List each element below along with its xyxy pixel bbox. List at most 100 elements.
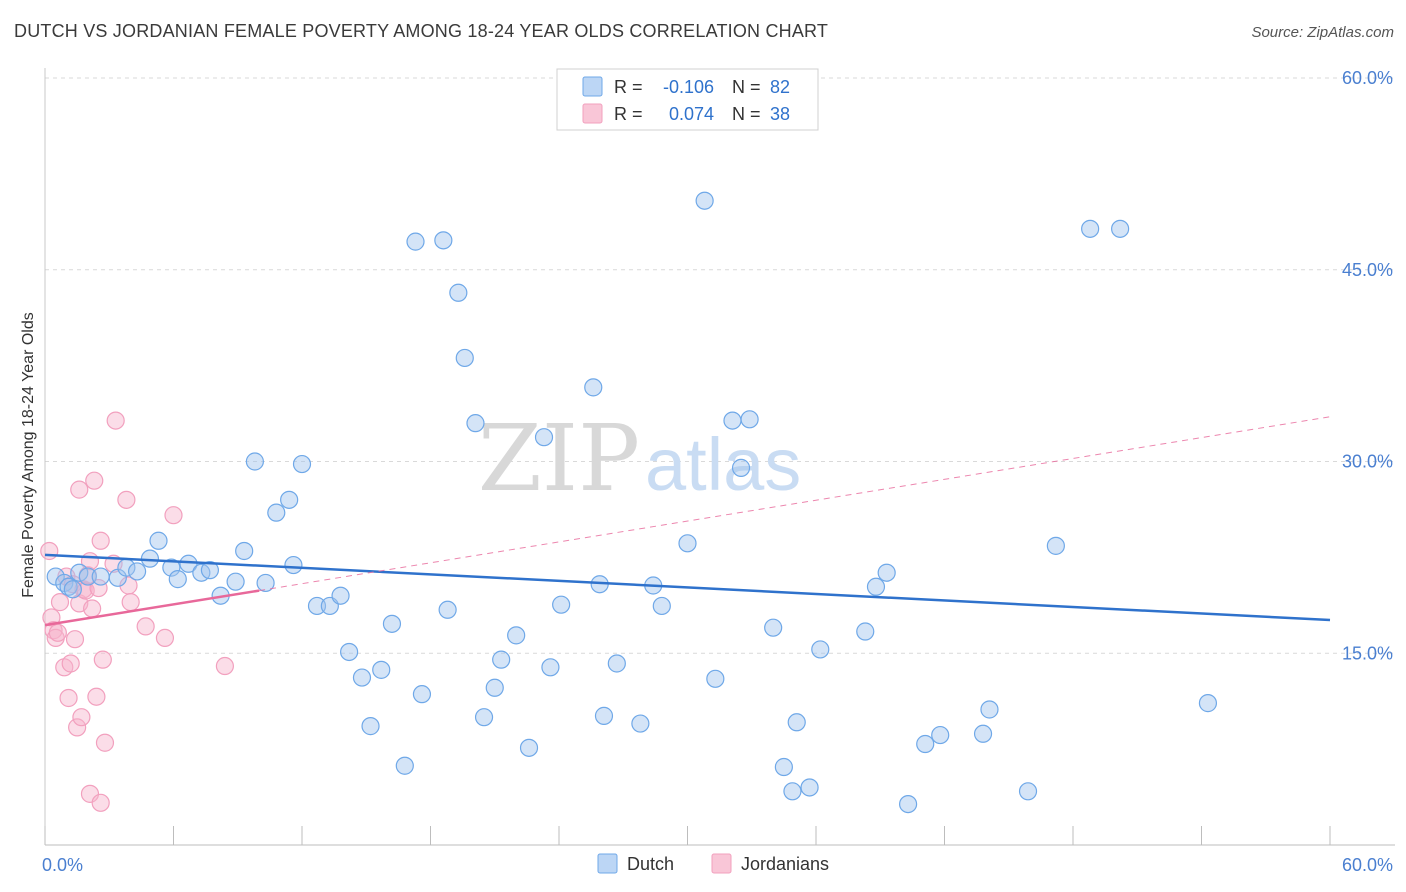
jordanians-point — [61, 654, 80, 673]
watermark-zip: ZIP — [478, 405, 640, 512]
jordanians-trend-extension — [259, 416, 1331, 592]
dutch-point — [245, 452, 264, 471]
dutch-point — [631, 714, 650, 733]
y-tick-label: 60.0% — [1342, 68, 1393, 88]
dutch-point — [466, 414, 485, 433]
dutch-point — [127, 562, 147, 581]
jordanians-point — [155, 628, 175, 648]
dutch-points — [46, 191, 1218, 814]
dutch-point — [1111, 219, 1130, 238]
dutch-point — [200, 561, 220, 580]
legend-jordanians-swatch — [711, 853, 732, 874]
jordanians-point — [48, 623, 67, 642]
dutch-point — [931, 725, 950, 745]
stats-jordanians-r-label: R = — [614, 104, 643, 124]
dutch-point — [474, 708, 494, 727]
dutch-point — [395, 756, 414, 775]
dutch-point — [70, 563, 89, 582]
dutch-point — [91, 567, 110, 586]
dutch-point — [1198, 694, 1218, 713]
dutch-point — [162, 558, 181, 577]
jordanians-point — [117, 490, 136, 509]
jordanians-points — [40, 411, 234, 812]
dutch-point — [78, 567, 97, 586]
dutch-point — [63, 580, 82, 599]
jordanians-point — [164, 506, 183, 525]
x-tick-labels: 0.0% 60.0% — [42, 855, 1393, 875]
stats-dutch-r-label: R = — [614, 77, 643, 97]
dutch-point — [866, 577, 886, 596]
axes — [44, 68, 1395, 846]
dutch-point — [256, 573, 275, 593]
dutch-point — [361, 717, 380, 736]
watermark: ZIP atlas — [478, 405, 801, 512]
legend-dutch-label: Dutch — [627, 854, 674, 874]
dutch-point — [740, 410, 759, 429]
jordanians-point — [89, 578, 108, 598]
jordanians-point — [136, 617, 155, 636]
dutch-point — [898, 794, 918, 814]
dutch-point — [811, 640, 830, 659]
dutch-point — [916, 734, 935, 754]
watermark-atlas: atlas — [645, 423, 801, 506]
dutch-point — [706, 669, 725, 688]
dutch-point — [406, 232, 425, 251]
dutch-point — [331, 586, 350, 605]
dutch-point — [541, 658, 560, 677]
jordanians-point — [93, 650, 112, 669]
dutch-point — [1018, 782, 1038, 801]
dutch-point — [856, 622, 875, 641]
y-tick-labels: 15.0% 30.0% 45.0% 60.0% — [1342, 68, 1393, 663]
y-tick-label: 30.0% — [1342, 452, 1393, 472]
stats-dutch-r-value: -0.106 — [663, 77, 714, 97]
dutch-point — [485, 678, 504, 697]
jordanians-point — [91, 531, 110, 550]
trend-lines — [44, 416, 1331, 627]
legend-dutch-swatch — [597, 853, 618, 874]
jordanians-point — [95, 733, 115, 752]
x-tick-label: 0.0% — [42, 855, 83, 875]
dutch-point — [723, 411, 742, 430]
jordanians-point — [91, 793, 110, 812]
dutch-point — [774, 757, 793, 777]
dutch-point — [877, 563, 896, 582]
series-legend: Dutch Jordanians — [597, 853, 829, 874]
dutch-point — [584, 378, 603, 397]
jordanians-point — [87, 687, 106, 706]
dutch-point — [492, 650, 511, 669]
dutch-point — [1046, 536, 1065, 555]
stats-jordanians-r-value: 0.074 — [669, 104, 714, 124]
chart-title: DUTCH VS JORDANIAN FEMALE POVERTY AMONG … — [14, 21, 829, 41]
dutch-point — [226, 572, 245, 591]
stats-legend: R = -0.106 N = 82 R = 0.074 N = 38 — [556, 68, 819, 131]
dutch-point — [594, 706, 614, 725]
dutch-point — [149, 531, 168, 550]
jordanians-point — [59, 688, 78, 708]
dutch-point — [372, 660, 391, 679]
source-label: Source: ZipAtlas.com — [1251, 24, 1394, 41]
dutch-point — [292, 454, 312, 474]
jordanians-point — [68, 718, 87, 737]
stats-dutch-swatch — [582, 76, 603, 97]
legend-jordanians-label: Jordanians — [741, 854, 829, 874]
jordanians-point — [72, 708, 91, 727]
dutch-point — [507, 626, 526, 645]
x-tick-label: 60.0% — [1342, 855, 1393, 875]
stats-jordanians-swatch — [582, 103, 603, 124]
dutch-point — [455, 348, 474, 368]
dutch-point — [412, 685, 432, 704]
stats-dutch-n-label: N = — [732, 77, 761, 97]
dutch-point — [382, 614, 402, 633]
dutch-point — [1081, 219, 1100, 238]
dutch-point — [307, 596, 327, 616]
dutch-point — [168, 570, 187, 589]
jordanians-point — [70, 480, 89, 499]
y-tick-label: 45.0% — [1342, 260, 1393, 280]
y-axis-label: Female Poverty Among 18-24 Year Olds — [20, 312, 37, 598]
dutch-point — [973, 724, 993, 743]
dutch-point — [607, 654, 626, 673]
jordanians-point — [215, 656, 234, 676]
y-tick-label: 15.0% — [1342, 643, 1393, 663]
dutch-point — [652, 596, 671, 616]
